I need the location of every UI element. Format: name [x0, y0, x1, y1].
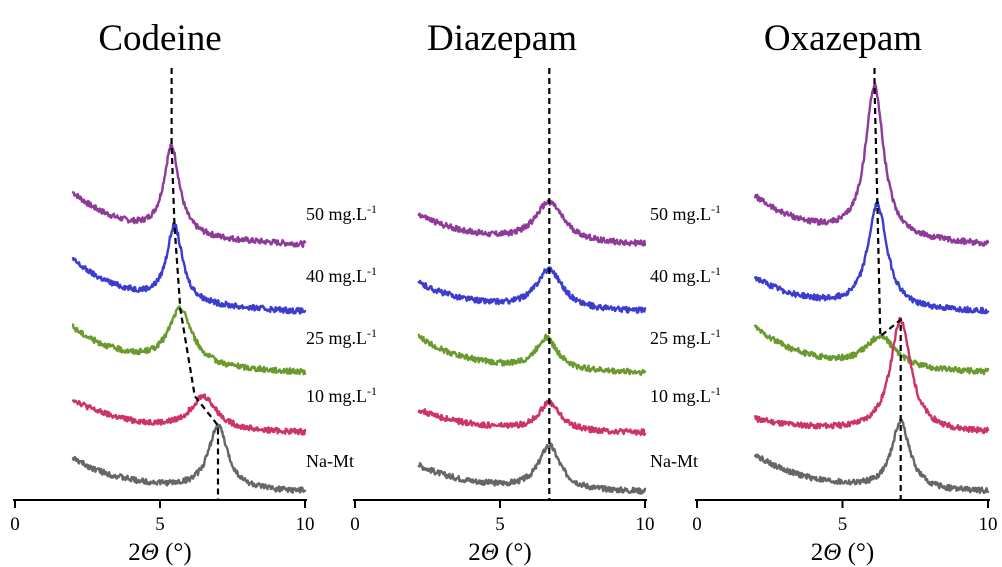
peak-guide-line: [170, 68, 220, 500]
trace-40-mg-lexp: [417, 266, 647, 314]
series-label: 10 mg.L-1: [306, 384, 377, 406]
panel-diazepam: Diazepam 0 5 10 2Θ (°): [350, 18, 654, 566]
x-tick-label: 5: [155, 514, 165, 535]
panel-title: Codeine: [98, 18, 221, 59]
series-label: Na-Mt: [306, 451, 354, 471]
x-tick-label: 10: [296, 514, 315, 535]
trace-10-mg-lexp: [71, 393, 307, 436]
trace-50-mg-lexp: [754, 82, 990, 247]
series-label: 50 mg.L-1: [650, 202, 721, 224]
trace-10-mg-lexp: [754, 316, 990, 435]
panel-oxazepam: Oxazepam 0 5 10 2Θ (°): [692, 18, 997, 566]
series-label: 25 mg.L-1: [650, 326, 721, 348]
series-label: 40 mg.L-1: [650, 264, 721, 286]
series-label: 25 mg.L-1: [306, 326, 377, 348]
trace-40-mg-lexp: [71, 221, 307, 315]
panel-title: Oxazepam: [764, 18, 922, 59]
x-axis-title: 2Θ (°): [128, 539, 191, 566]
x-tick-label: 0: [10, 514, 20, 535]
panel-title: Diazepam: [427, 18, 577, 59]
x-tick-label: 10: [979, 514, 998, 535]
x-tick-label: 0: [350, 514, 360, 535]
series-label: 50 mg.L-1: [306, 202, 377, 224]
trace-25-mg-lexp: [754, 324, 990, 376]
x-tick-label: 0: [692, 514, 702, 535]
trace-25-mg-lexp: [71, 305, 307, 376]
panel-codeine: Codeine 0 5 10 2Θ (°): [10, 18, 314, 566]
series-label: 40 mg.L-1: [306, 264, 377, 286]
x-axis-title: 2Θ (°): [468, 539, 531, 566]
x-tick-label: 5: [838, 514, 848, 535]
x-tick-label: 10: [636, 514, 655, 535]
series-label: 10 mg.L-1: [650, 384, 721, 406]
trace-na-mt: [417, 442, 647, 495]
series-label: Na-Mt: [650, 451, 698, 471]
x-tick-label: 5: [495, 514, 505, 535]
trace-40-mg-lexp: [754, 200, 990, 315]
trace-10-mg-lexp: [417, 399, 647, 437]
trace-na-mt: [71, 423, 307, 494]
x-axis-title: 2Θ (°): [811, 539, 874, 566]
trace-25-mg-lexp: [417, 333, 647, 376]
trace-50-mg-lexp: [417, 199, 647, 247]
trace-na-mt: [754, 418, 990, 495]
trace-50-mg-lexp: [71, 143, 307, 248]
